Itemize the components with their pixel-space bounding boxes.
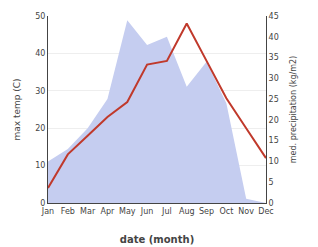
svg-text:35: 35 [269,53,279,62]
svg-text:30: 30 [269,74,279,83]
svg-text:Dec: Dec [258,207,273,216]
svg-text:30: 30 [35,87,45,96]
svg-text:Jun: Jun [140,207,154,216]
svg-text:Feb: Feb [61,207,75,216]
svg-text:Sep: Sep [199,207,214,216]
svg-text:May: May [119,207,136,216]
svg-text:5: 5 [269,178,274,187]
svg-text:0: 0 [40,199,45,208]
svg-text:Oct: Oct [219,207,233,216]
svg-text:Aug: Aug [179,207,195,216]
svg-text:max temp (C): max temp (C) [12,78,22,140]
svg-text:45: 45 [269,12,279,21]
svg-text:20: 20 [35,124,45,133]
svg-text:15: 15 [269,136,279,145]
svg-text:date (month): date (month) [120,234,194,245]
svg-text:Jan: Jan [41,207,54,216]
svg-text:20: 20 [269,116,279,125]
svg-text:Nov: Nov [238,207,254,216]
svg-text:50: 50 [35,12,45,21]
svg-text:10: 10 [269,157,279,166]
svg-text:Mar: Mar [80,207,96,216]
svg-text:med. precipitation (kg/m2): med. precipitation (kg/m2) [289,56,298,163]
svg-text:Apr: Apr [101,207,116,216]
svg-text:Jul: Jul [161,207,172,216]
svg-text:0: 0 [269,199,274,208]
svg-text:40: 40 [269,33,279,42]
svg-text:25: 25 [269,95,279,104]
svg-text:10: 10 [35,161,45,170]
svg-text:40: 40 [35,49,45,58]
